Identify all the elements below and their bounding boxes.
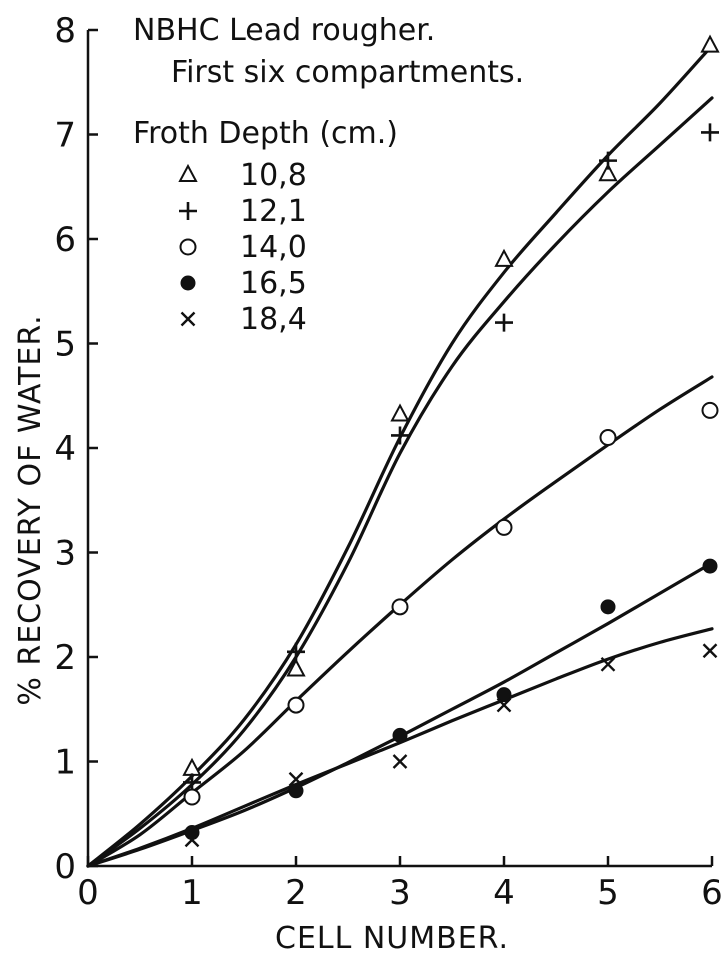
data-point-plus bbox=[599, 151, 617, 170]
y-tick-label: 0 bbox=[54, 847, 76, 887]
data-point-open-circle bbox=[391, 598, 409, 616]
x-axis-title: CELL NUMBER. bbox=[275, 921, 509, 956]
data-point-cross bbox=[288, 771, 304, 787]
legend-label: 16,5 bbox=[240, 266, 307, 301]
x-tick-label: 0 bbox=[77, 873, 99, 913]
data-point-filled-circle bbox=[288, 783, 304, 799]
data-point-cross bbox=[702, 643, 718, 659]
x-tick-label: 2 bbox=[285, 873, 307, 913]
y-axis-title: % RECOVERY OF WATER. bbox=[13, 314, 48, 705]
data-point-triangle bbox=[598, 163, 618, 182]
data-point-open-circle bbox=[183, 788, 201, 806]
y-tick-label: 8 bbox=[54, 11, 76, 51]
data-point-plus bbox=[391, 426, 409, 445]
fit-curve bbox=[86, 627, 714, 868]
data-point-triangle bbox=[178, 163, 198, 182]
y-tick-label: 2 bbox=[54, 638, 76, 678]
data-point-plus bbox=[183, 773, 201, 792]
chart-title: NBHC Lead rougher. bbox=[133, 13, 435, 48]
y-tick-label: 1 bbox=[54, 743, 76, 783]
data-point-plus bbox=[179, 202, 197, 220]
data-markers bbox=[182, 34, 720, 848]
y-ticks: 0 1 2 3 4 5 6 7 8 bbox=[54, 11, 98, 887]
chart-subtitle: First six compartments. bbox=[171, 55, 524, 90]
legend-label: 14,0 bbox=[240, 230, 307, 265]
data-point-filled-circle bbox=[184, 825, 200, 841]
fit-curve bbox=[86, 96, 714, 868]
x-tick-label: 1 bbox=[181, 873, 203, 913]
data-point-filled-circle bbox=[392, 727, 408, 743]
legend-label: 12,1 bbox=[240, 194, 307, 229]
data-point-cross bbox=[496, 697, 512, 713]
data-point-open-circle bbox=[287, 696, 305, 714]
data-point-filled-circle bbox=[496, 687, 512, 703]
data-point-plus bbox=[287, 642, 305, 661]
data-point-open-circle bbox=[701, 401, 719, 419]
legend-label: 18,4 bbox=[240, 302, 307, 337]
data-point-triangle bbox=[700, 34, 720, 53]
y-tick-label: 6 bbox=[54, 220, 76, 260]
data-point-triangle bbox=[390, 403, 410, 422]
x-tick-label: 4 bbox=[493, 873, 515, 913]
data-point-cross bbox=[184, 832, 200, 848]
y-tick-label: 7 bbox=[54, 116, 76, 156]
legend-label: 10,8 bbox=[240, 158, 307, 193]
data-point-plus bbox=[701, 123, 719, 142]
x-tick-label: 5 bbox=[597, 873, 619, 913]
data-point-filled-circle bbox=[600, 599, 616, 615]
data-point-triangle bbox=[494, 248, 514, 267]
x-tick-label: 3 bbox=[389, 873, 411, 913]
data-point-filled-circle bbox=[180, 275, 196, 291]
y-tick-label: 3 bbox=[54, 534, 76, 574]
x-tick-label: 6 bbox=[701, 873, 723, 913]
x-ticks: 0 1 2 3 4 5 6 bbox=[77, 856, 723, 913]
data-point-triangle bbox=[182, 757, 202, 776]
y-tick-label: 4 bbox=[54, 429, 76, 469]
data-point-cross bbox=[600, 656, 616, 672]
data-point-cross bbox=[392, 754, 408, 769]
data-point-plus bbox=[495, 313, 513, 332]
data-point-open-circle bbox=[179, 238, 197, 256]
data-point-filled-circle bbox=[702, 558, 718, 574]
y-tick-label: 5 bbox=[54, 325, 76, 365]
data-point-triangle bbox=[286, 658, 306, 677]
legend-title: Froth Depth (cm.) bbox=[133, 116, 398, 151]
legend: 10,812,114,016,518,4 bbox=[178, 158, 307, 337]
fit-curves bbox=[86, 44, 714, 868]
data-point-cross bbox=[180, 311, 196, 327]
data-point-open-circle bbox=[495, 518, 513, 536]
data-point-open-circle bbox=[599, 429, 617, 447]
